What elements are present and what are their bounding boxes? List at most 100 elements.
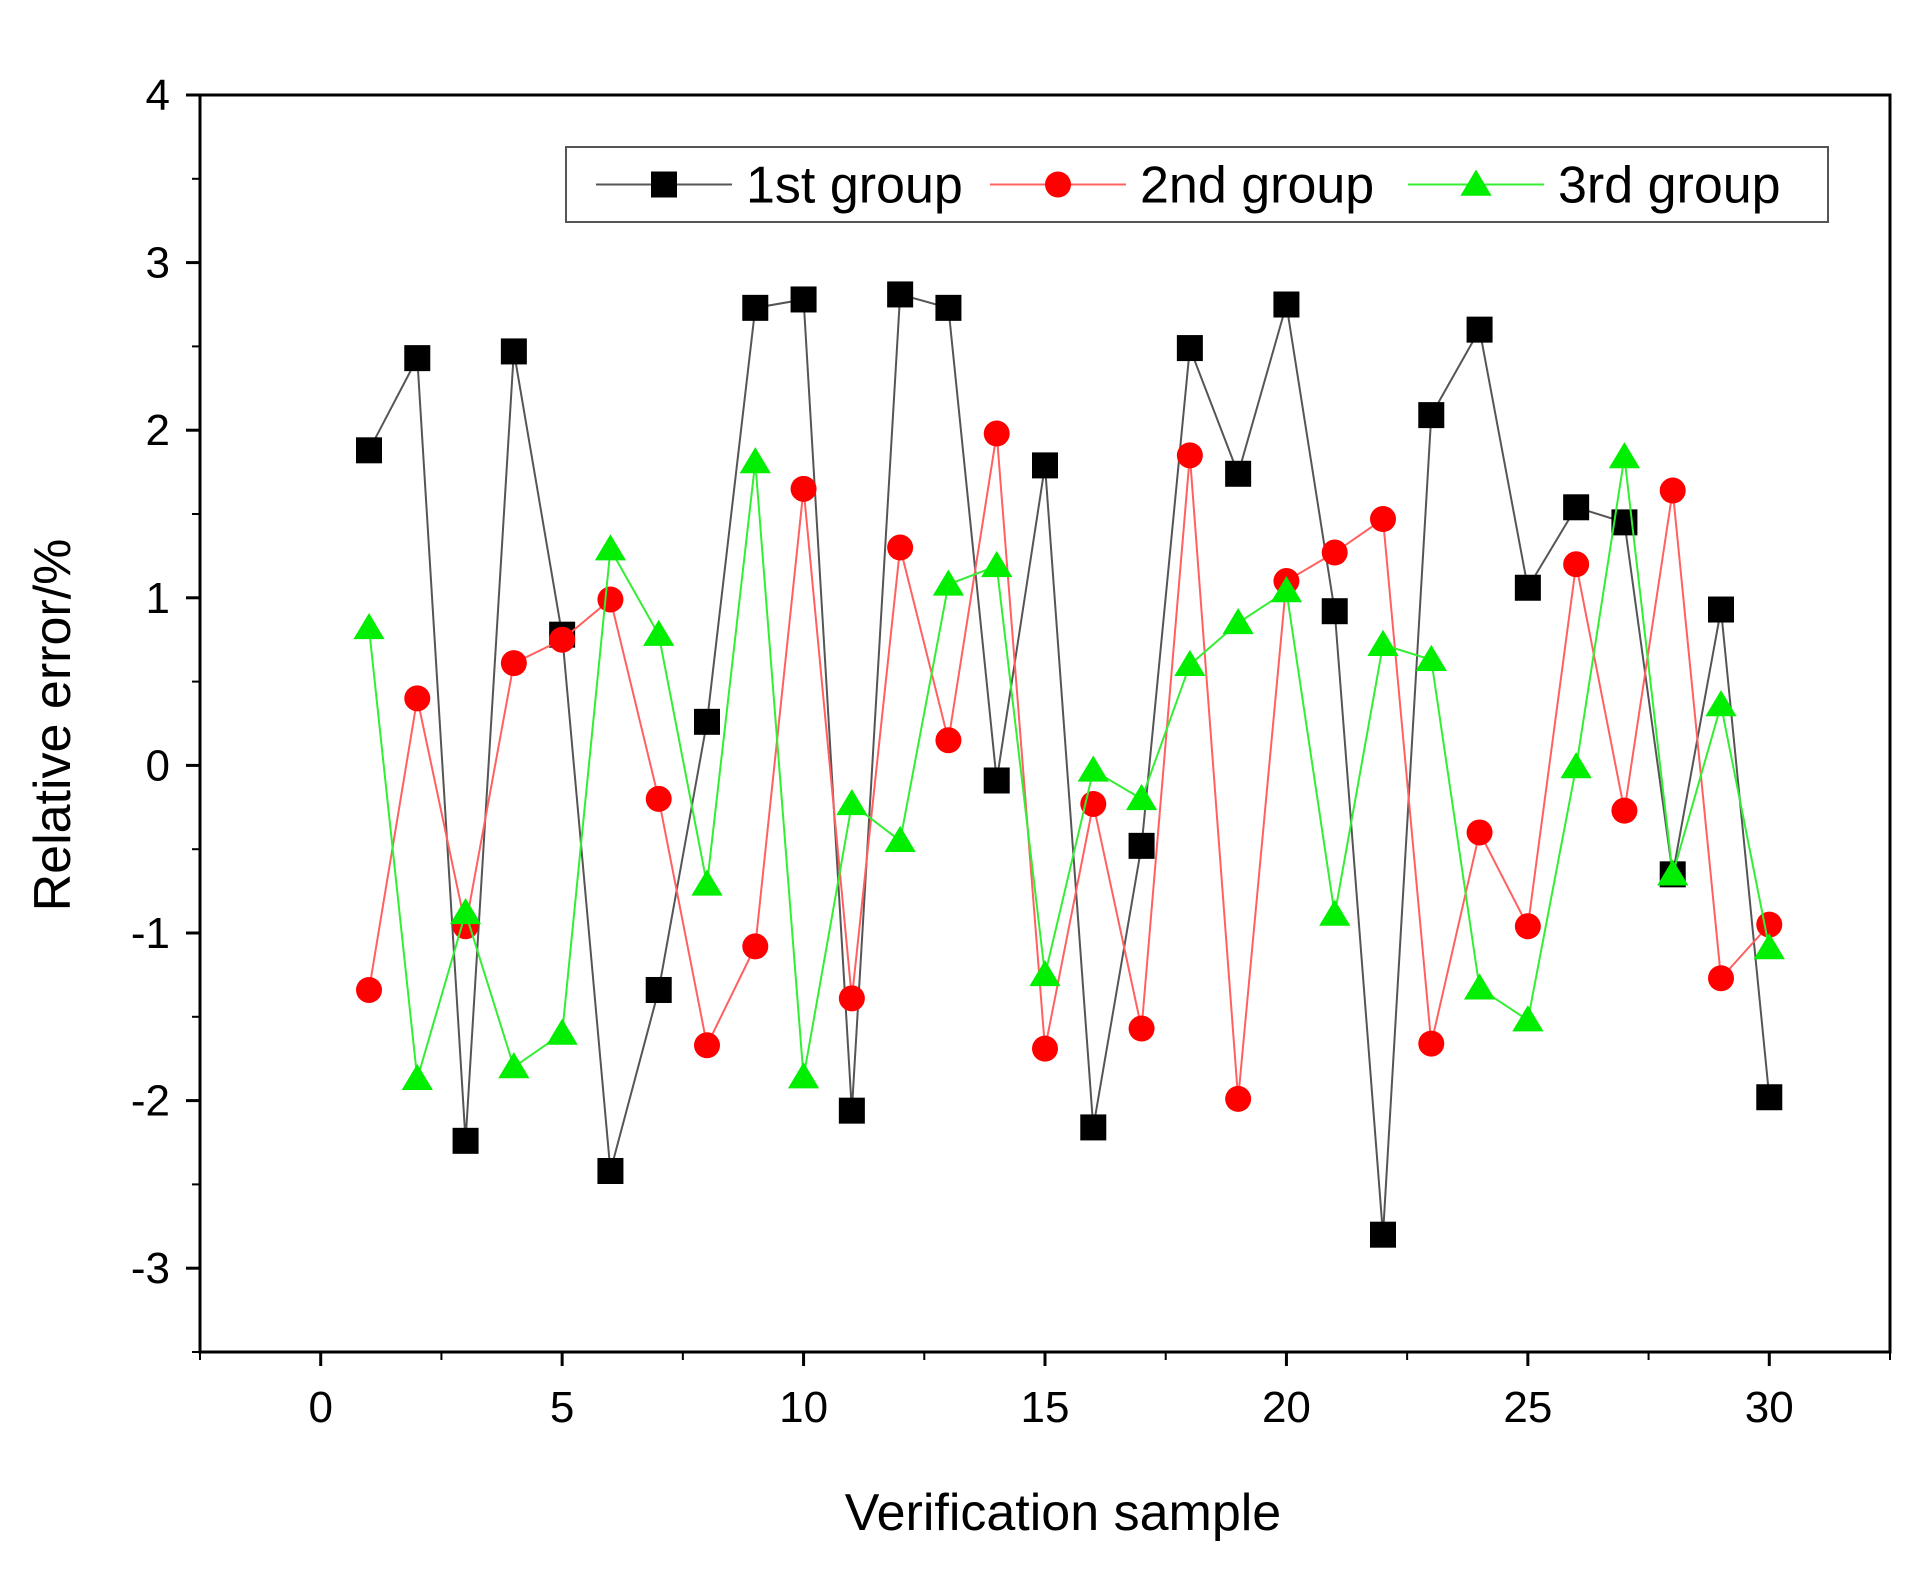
series-point <box>1463 973 1496 1000</box>
y-tick-label: -3 <box>131 1244 170 1293</box>
series-point <box>838 1097 865 1124</box>
series-point <box>597 1157 624 1184</box>
series-point <box>1708 965 1734 992</box>
series-point <box>1225 460 1252 487</box>
series-point <box>1370 506 1396 533</box>
series-point <box>1753 933 1785 960</box>
series-point <box>739 447 771 474</box>
series-point <box>787 1062 820 1089</box>
series-point <box>1128 832 1155 859</box>
series-point <box>1514 574 1541 601</box>
series-point <box>500 650 527 677</box>
y-tick-label: 1 <box>146 574 170 623</box>
series-point <box>1563 551 1590 578</box>
series-point <box>498 1052 530 1079</box>
series-point <box>691 869 723 896</box>
series-point <box>1418 1030 1445 1057</box>
y-tick-label: -1 <box>131 909 170 958</box>
x-tick-label: 15 <box>1021 1383 1070 1432</box>
series-point <box>1708 596 1734 623</box>
series-point <box>1080 1114 1107 1141</box>
series-point <box>1176 335 1203 362</box>
x-tick-label: 25 <box>1503 1383 1552 1432</box>
series-point <box>1370 1221 1396 1248</box>
series-point <box>549 626 576 653</box>
x-tick-label: 20 <box>1262 1383 1311 1432</box>
series-line <box>368 456 1771 1080</box>
series-point <box>1222 607 1254 635</box>
y-tick-label: 4 <box>146 71 170 120</box>
legend-label: 3rd group <box>1558 157 1781 215</box>
series-point <box>1225 1085 1252 1112</box>
series-point <box>452 1127 479 1154</box>
series-point <box>1321 539 1348 566</box>
series-2nd-group <box>356 420 1783 1112</box>
axes-layer: -3 -2 -1 0 1 2 3 4 0 5 10 15 20 25 30 <box>131 71 1892 1432</box>
series-point <box>356 437 382 464</box>
series-1st-group <box>356 281 1783 1248</box>
series-point <box>790 286 817 313</box>
y-tick-label: 2 <box>146 406 170 455</box>
x-tick-label: 5 <box>550 1383 574 1432</box>
series-point <box>643 619 675 646</box>
series-point <box>597 586 624 613</box>
series-point <box>1560 752 1592 779</box>
series-point <box>836 788 868 816</box>
series-point <box>1415 644 1447 672</box>
series-point <box>645 785 672 812</box>
series-line <box>368 293 1771 1235</box>
legend: 1st group 2nd group 3rd group <box>565 146 1829 223</box>
series-point <box>1657 859 1689 886</box>
series-point <box>1077 755 1109 782</box>
legend-entry-3rd-group: 3rd group <box>1408 157 1781 215</box>
series-point <box>1128 1015 1155 1042</box>
x-tick-label: 0 <box>308 1383 332 1432</box>
series-point <box>887 534 914 561</box>
series-point <box>1032 1035 1058 1062</box>
series-point <box>935 727 962 754</box>
series-point <box>1466 316 1493 343</box>
series-point <box>404 685 431 712</box>
x-axis-title: Verification sample <box>845 1484 1281 1542</box>
series-point <box>790 475 817 502</box>
series-point <box>356 976 382 1003</box>
series-point <box>887 281 914 308</box>
series-point <box>1705 690 1737 717</box>
x-tick-label: 10 <box>779 1383 828 1432</box>
series-point <box>1756 1084 1783 1111</box>
series-3rd-group <box>353 442 1785 1091</box>
series-point <box>449 897 482 925</box>
y-tick-label: -2 <box>131 1077 170 1126</box>
series-point <box>353 613 385 640</box>
y-tick-label: 0 <box>146 741 170 790</box>
series-point <box>401 1063 433 1091</box>
series-point <box>1174 649 1206 677</box>
series-point <box>500 338 527 365</box>
series-point <box>594 534 627 561</box>
series-point <box>981 551 1013 578</box>
series-point <box>1460 169 1492 196</box>
series-point <box>1512 1005 1544 1032</box>
series-point <box>1611 797 1638 824</box>
series-point <box>983 767 1010 794</box>
series-point <box>1659 477 1686 504</box>
series-point <box>838 985 865 1012</box>
series-point <box>645 976 672 1003</box>
series-point <box>1367 629 1399 656</box>
series-point <box>983 420 1010 447</box>
legend-label: 1st group <box>746 157 963 215</box>
series-point <box>1176 442 1203 469</box>
series-point <box>1045 171 1071 198</box>
series-layer <box>353 281 1785 1248</box>
series-point <box>651 171 677 198</box>
legend-entry-1st-group: 1st group <box>596 157 963 215</box>
series-point <box>884 825 916 853</box>
y-tick-label: 3 <box>146 239 170 288</box>
series-point <box>1270 576 1303 603</box>
legend-label: 2nd group <box>1140 157 1374 215</box>
series-point <box>932 569 965 596</box>
series-point <box>742 294 769 321</box>
legend-entry-2nd-group: 2nd group <box>990 157 1374 215</box>
